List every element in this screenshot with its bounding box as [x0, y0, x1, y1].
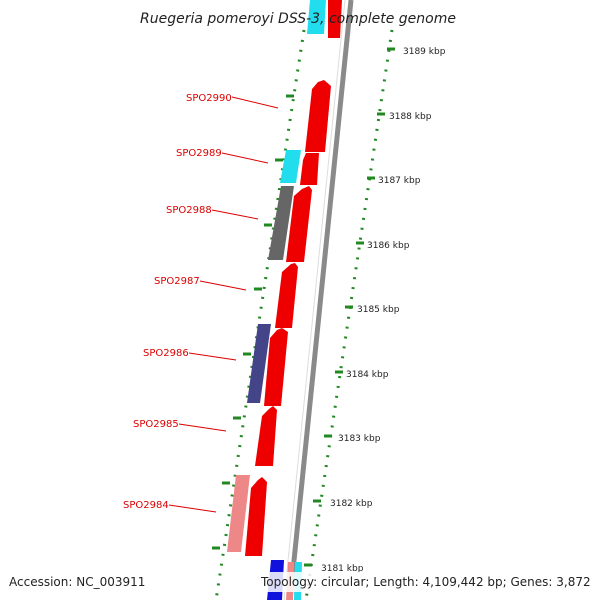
gene-arrow[interactable]	[300, 153, 319, 185]
gene-label-spo2985[interactable]: SPO2985	[133, 419, 179, 430]
gene-arrow[interactable]	[255, 406, 277, 466]
accession-text: Accession: NC_003911	[9, 575, 145, 589]
gene-label-spo2988[interactable]: SPO2988	[166, 205, 212, 216]
gene-label-spo2987[interactable]: SPO2987	[154, 276, 200, 287]
gene-block-cyan[interactable]	[307, 0, 326, 34]
gene-block-gray[interactable]	[268, 186, 294, 260]
gene-label-leaders	[168, 96, 279, 513]
kbp-label: 3184 kbp	[346, 370, 389, 380]
kbp-label: 3185 kbp	[357, 305, 400, 315]
gene-arrow[interactable]	[275, 263, 298, 328]
gene-arrow[interactable]	[245, 477, 267, 556]
gene-labels: SPO2990 SPO2989 SPO2988 SPO2987 SPO2986 …	[123, 93, 232, 511]
gene-arrow[interactable]	[305, 80, 331, 152]
gene-label-spo2990[interactable]: SPO2990	[186, 93, 232, 104]
gene-label-spo2989[interactable]: SPO2989	[176, 148, 222, 159]
kbp-label: 3187 kbp	[378, 176, 421, 186]
topology-text: Topology: circular; Length: 4,109,442 bp…	[260, 575, 591, 589]
genome-backbone	[283, 0, 354, 600]
kbp-label: 3188 kbp	[389, 112, 432, 122]
reverse-genes	[227, 0, 326, 600]
footer-backdrop	[255, 572, 600, 592]
gene-ticks	[212, 94, 294, 550]
gene-block-pink[interactable]	[227, 475, 250, 552]
gene-block-indigo[interactable]	[247, 324, 271, 403]
genome-title: Ruegeria pomeroyi DSS-3, complete genome	[140, 11, 456, 27]
kbp-label: 3182 kbp	[330, 499, 373, 509]
kbp-labels: 3189 kbp 3188 kbp 3187 kbp 3186 kbp 3185…	[321, 47, 446, 574]
kbp-label: 3189 kbp	[403, 47, 446, 57]
kbp-ticks	[304, 47, 395, 567]
kbp-label: 3186 kbp	[367, 241, 410, 251]
gene-arrow[interactable]	[286, 186, 312, 262]
forward-genes	[245, 0, 342, 556]
gene-label-spo2986[interactable]: SPO2986	[143, 348, 189, 359]
kbp-label: 3181 kbp	[321, 564, 364, 574]
gene-arrow[interactable]	[328, 0, 342, 38]
gene-arrow[interactable]	[264, 328, 288, 406]
kbp-label: 3183 kbp	[338, 434, 381, 444]
gene-block-cyan[interactable]	[280, 150, 301, 183]
outer-dotted-track	[214, 29, 394, 600]
gene-label-spo2984[interactable]: SPO2984	[123, 500, 169, 511]
